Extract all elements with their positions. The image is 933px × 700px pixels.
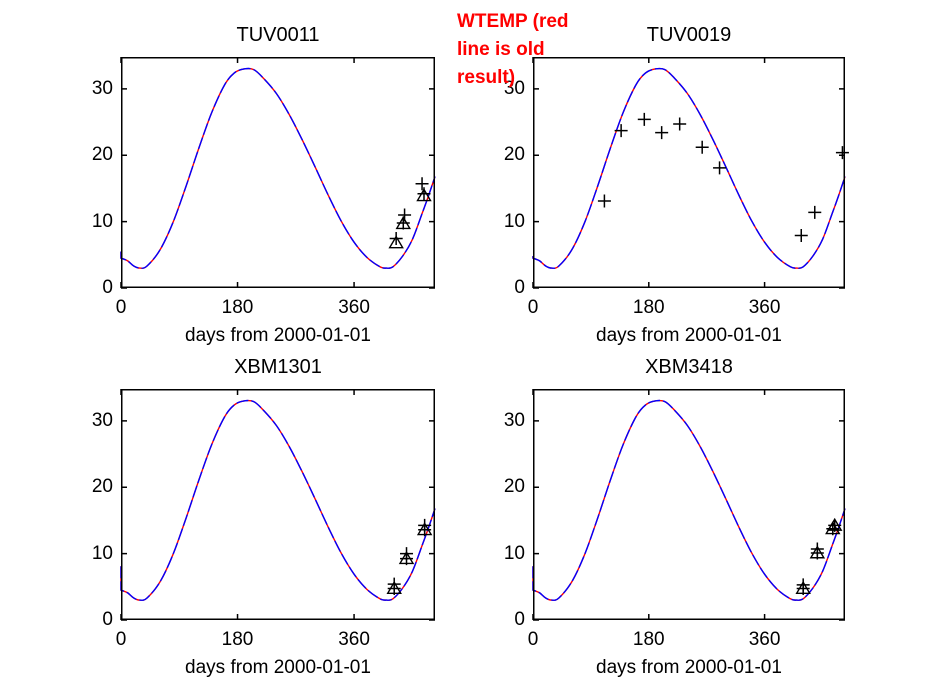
annotation-line-1: WTEMP (red xyxy=(457,11,569,32)
plus-marker xyxy=(396,216,410,230)
plus-marker xyxy=(794,229,808,243)
plus-marker xyxy=(713,161,727,175)
x-tick-label: 360 xyxy=(338,297,370,318)
x-tick-label: 360 xyxy=(748,629,781,650)
triangle-marker xyxy=(388,235,404,249)
annotation-line-3: result) xyxy=(457,67,516,88)
plus-marker xyxy=(614,124,628,138)
old-result-curve xyxy=(532,67,846,269)
y-tick-label: 10 xyxy=(91,210,113,232)
plus-marker xyxy=(415,177,429,191)
y-tick-label: 0 xyxy=(102,277,113,298)
y-tick-label: 0 xyxy=(514,609,525,630)
subplot-title: TUV0019 xyxy=(646,24,732,46)
x-tick-label: 180 xyxy=(632,297,665,318)
axes-box xyxy=(121,57,435,288)
axes-box xyxy=(533,389,845,620)
x-tick-label: 360 xyxy=(748,297,781,318)
x-tick-label: 0 xyxy=(527,297,539,318)
plus-marker xyxy=(400,552,414,566)
x-axis-label: days from 2000-01-01 xyxy=(185,325,371,346)
plot-area-TUV0011 xyxy=(120,57,436,289)
plus-marker xyxy=(828,518,842,532)
y-tick-label: 20 xyxy=(91,476,113,498)
triangle-marker xyxy=(416,188,432,202)
y-tick-label: 10 xyxy=(503,210,525,232)
subplot-title: TUV0011 xyxy=(236,24,320,46)
y-tick-label: 0 xyxy=(102,609,113,630)
x-tick-label: 180 xyxy=(632,629,665,650)
y-tick-label: 30 xyxy=(91,77,113,99)
x-axis-label: days from 2000-01-01 xyxy=(185,657,371,678)
old-result-curve xyxy=(120,399,436,601)
new-result-curve xyxy=(120,399,436,601)
x-axis-label: days from 2000-01-01 xyxy=(596,325,782,346)
axes-box xyxy=(533,57,845,288)
subplot-title: XBM1301 xyxy=(234,356,322,378)
plot-area-XBM3418 xyxy=(532,389,846,621)
subplot-tuv0019: TUV0019 days from 2000-01-01 0 180 360 0 10 2… xyxy=(504,24,849,346)
plus-marker xyxy=(796,581,810,595)
new-result-curve xyxy=(532,67,846,269)
plus-marker xyxy=(673,117,687,131)
y-tick-label: 30 xyxy=(91,409,113,431)
plus-marker xyxy=(398,208,412,222)
new-result-curve xyxy=(120,67,436,269)
x-axis-label: days from 2000-01-01 xyxy=(596,657,782,678)
annotation-wtemp: WTEMP (red line is old result) xyxy=(457,8,569,92)
plus-marker xyxy=(389,232,403,246)
x-tick-label: 180 xyxy=(221,297,254,318)
old-result-curve xyxy=(532,399,846,601)
annotation-line-2: line is old xyxy=(457,39,545,60)
plus-marker xyxy=(417,187,431,201)
x-tick-label: 0 xyxy=(527,629,539,650)
plus-marker xyxy=(808,205,822,219)
plot-area-XBM1301 xyxy=(120,389,436,621)
plus-marker xyxy=(835,146,849,160)
new-result-curve xyxy=(532,399,846,601)
plus-marker xyxy=(418,523,432,537)
subplot-tuv0011: TUV0011 days from 2000-01-01 0 180 360 0 10 2… xyxy=(92,24,436,346)
y-tick-label: 20 xyxy=(503,476,525,498)
old-result-curve xyxy=(120,67,436,269)
plus-marker xyxy=(597,194,611,208)
plot-area-TUV0019 xyxy=(532,57,849,289)
y-tick-label: 20 xyxy=(503,144,525,166)
plus-marker xyxy=(637,112,651,126)
subplot-xbm3418: XBM3418 days from 2000-01-01 0 180 360 0 10 2… xyxy=(504,356,846,678)
subplot-xbm1301: XBM1301 days from 2000-01-01 0 180 360 0 10 2… xyxy=(92,356,436,678)
x-tick-label: 360 xyxy=(338,629,370,650)
subplot-title: XBM3418 xyxy=(645,356,733,378)
plus-marker xyxy=(826,522,840,536)
y-tick-label: 30 xyxy=(503,409,525,431)
plus-marker xyxy=(387,581,401,595)
x-tick-label: 180 xyxy=(221,629,254,650)
plus-marker xyxy=(810,546,824,560)
x-tick-label: 0 xyxy=(115,297,127,318)
y-tick-label: 10 xyxy=(91,542,113,564)
plus-marker xyxy=(655,126,669,140)
x-tick-label: 0 xyxy=(115,629,127,650)
axes-box xyxy=(121,389,435,620)
y-tick-label: 0 xyxy=(514,277,525,298)
y-tick-label: 20 xyxy=(91,144,113,166)
plus-marker xyxy=(695,140,709,154)
y-tick-label: 30 xyxy=(503,77,525,99)
y-tick-label: 10 xyxy=(503,542,525,564)
